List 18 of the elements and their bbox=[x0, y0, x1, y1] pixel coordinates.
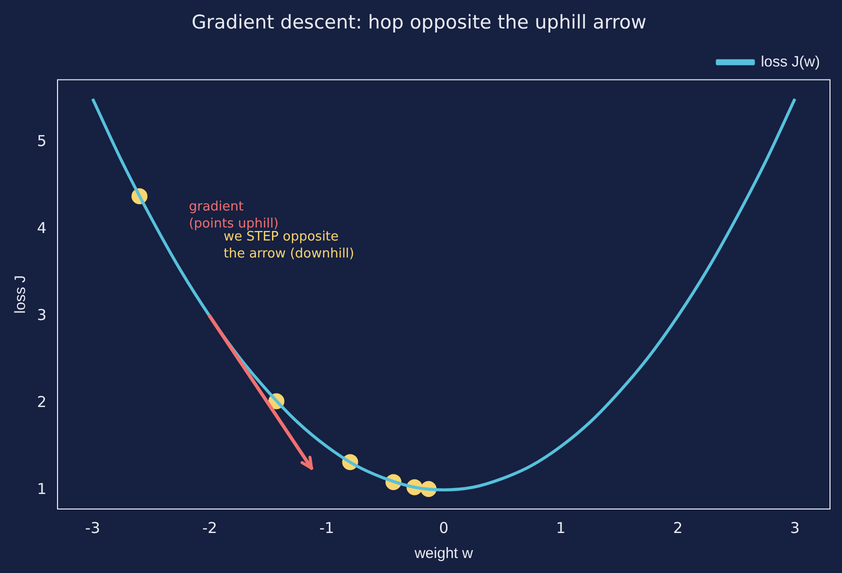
y-tick-label: 5 bbox=[36, 132, 47, 150]
y-tick-label: 1 bbox=[36, 480, 47, 498]
x-tick-label: -2 bbox=[202, 518, 218, 537]
annotation: we STEP opposite the arrow (downhill) bbox=[224, 229, 354, 262]
annotation: gradient (points uphill) bbox=[188, 199, 279, 232]
y-tick-label: 3 bbox=[36, 306, 47, 324]
x-tick-label: 0 bbox=[439, 518, 449, 537]
y-tick-label: 2 bbox=[36, 392, 47, 411]
y-axis-title: loss J bbox=[12, 275, 30, 314]
x-tick-label: 1 bbox=[556, 518, 566, 537]
x-tick-label: 3 bbox=[790, 518, 800, 537]
x-axis-title: weight w bbox=[414, 545, 474, 562]
legend-label: loss J(w) bbox=[760, 53, 820, 70]
chart-title: Gradient descent: hop opposite the uphill arrow bbox=[192, 11, 646, 34]
x-tick-label: -3 bbox=[85, 518, 100, 537]
x-tick-label: 2 bbox=[673, 518, 683, 537]
x-tick-label: -1 bbox=[319, 518, 334, 537]
y-tick-label: 4 bbox=[36, 219, 47, 238]
